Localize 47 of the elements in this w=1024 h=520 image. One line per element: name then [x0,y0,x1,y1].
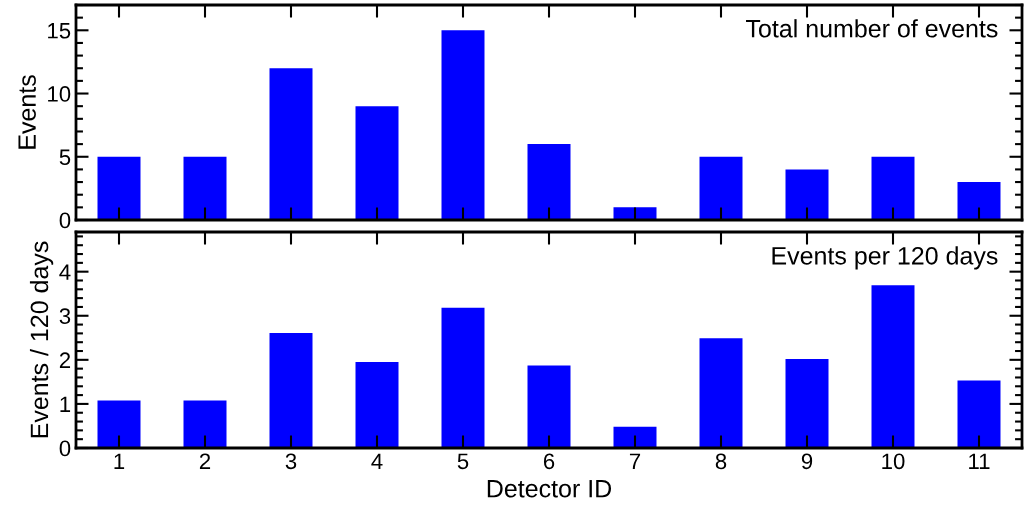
x-tick-label: 11 [969,453,990,469]
bar [269,332,313,448]
y-tick-label: 0 [59,212,71,229]
x-axis-title: Detector ID [487,480,612,498]
x-tick-label: 4 [371,453,383,469]
bar [527,365,571,448]
bar [441,30,485,220]
y-tick-label: 1 [60,396,71,412]
y-tick-label: 4 [59,264,71,280]
bar [97,400,141,448]
bar [355,106,399,220]
y-tick-label: 5 [59,149,71,166]
x-tick-label: 2 [199,453,211,469]
bar [441,307,485,448]
bar [957,380,1001,448]
bar [699,338,743,448]
x-tick-label: 1 [114,453,125,469]
x-tick-label: 5 [457,453,469,470]
x-tick-label: 8 [715,453,727,470]
y-tick-label: 2 [59,352,71,368]
bar [871,156,915,220]
y-tick-label: 3 [59,308,71,325]
bar [97,156,141,220]
bar [269,68,313,220]
x-tick-label: 6 [543,453,555,470]
bar [957,182,1001,220]
annotation: Events per 120 days [772,246,998,270]
bar [699,156,743,220]
y-tick-label: 0 [59,440,71,457]
y-axis-title: Events / 120 days [29,241,54,438]
bar [183,156,227,220]
bar [871,285,915,448]
annotation: Total number of events [746,19,998,38]
x-tick-label: 10 [882,453,905,470]
bar [613,207,657,220]
bar [785,169,829,220]
bar [613,426,657,448]
x-tick-label: 9 [801,453,813,470]
x-tick-label: 7 [629,453,641,469]
x-tick-label: 3 [285,453,297,470]
y-tick-label: 15 [48,23,71,39]
y-tick-label: 10 [48,86,71,102]
bar [785,358,829,448]
bar [527,144,571,220]
bar [183,400,227,448]
bar [355,362,399,448]
y-axis-title: Events [18,75,36,149]
